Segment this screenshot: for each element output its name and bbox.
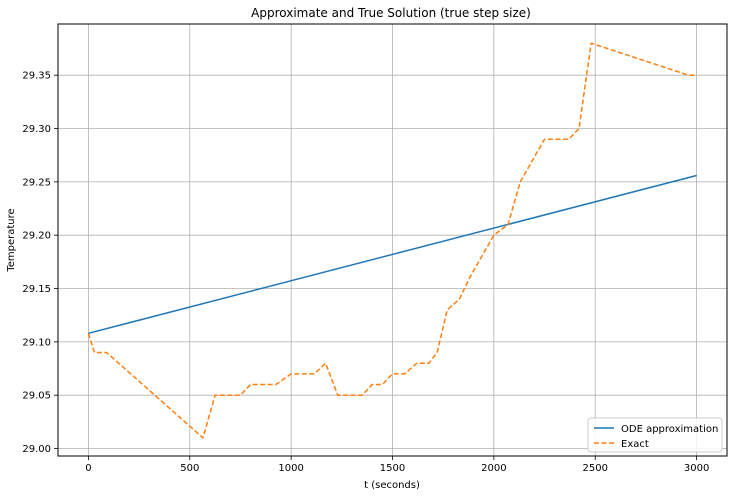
x-tick-label: 500 xyxy=(180,463,199,474)
y-tick-label: 29.25 xyxy=(22,177,51,188)
legend-label-ode-approximation: ODE approximation xyxy=(621,424,718,435)
series-line-exact xyxy=(87,42,697,439)
x-tick-label: 1000 xyxy=(278,463,303,474)
legend-box xyxy=(587,417,723,453)
x-tick-label: 0 xyxy=(85,463,91,474)
y-tick-label: 29.00 xyxy=(22,444,51,455)
legend: ODE approximation Exact xyxy=(587,417,723,453)
y-tick-label: 29.35 xyxy=(22,71,51,82)
y-tick-label: 29.20 xyxy=(22,231,51,242)
legend-label-exact: Exact xyxy=(621,439,649,450)
chart-title: Approximate and True Solution (true step… xyxy=(251,6,531,20)
grid xyxy=(58,24,727,456)
y-tick-label: 29.05 xyxy=(22,391,51,402)
x-tick-label: 2500 xyxy=(583,463,608,474)
x-tick-label: 1500 xyxy=(380,463,405,474)
axis-ticks: 0 500 1000 1500 2000 2500 3000 29.00 29.05 29.10 2… xyxy=(22,71,709,474)
x-axis-title: t (seconds) xyxy=(364,480,420,491)
series-line-ode-approximation xyxy=(88,174,697,335)
y-tick-label: 29.30 xyxy=(22,124,51,135)
x-tick-label: 2000 xyxy=(481,463,506,474)
y-tick-label: 29.10 xyxy=(22,337,51,348)
y-axis-title: Temperature xyxy=(6,208,17,272)
series-lines xyxy=(87,42,697,439)
x-tick-label: 3000 xyxy=(684,463,709,474)
y-tick-label: 29.15 xyxy=(22,284,51,295)
